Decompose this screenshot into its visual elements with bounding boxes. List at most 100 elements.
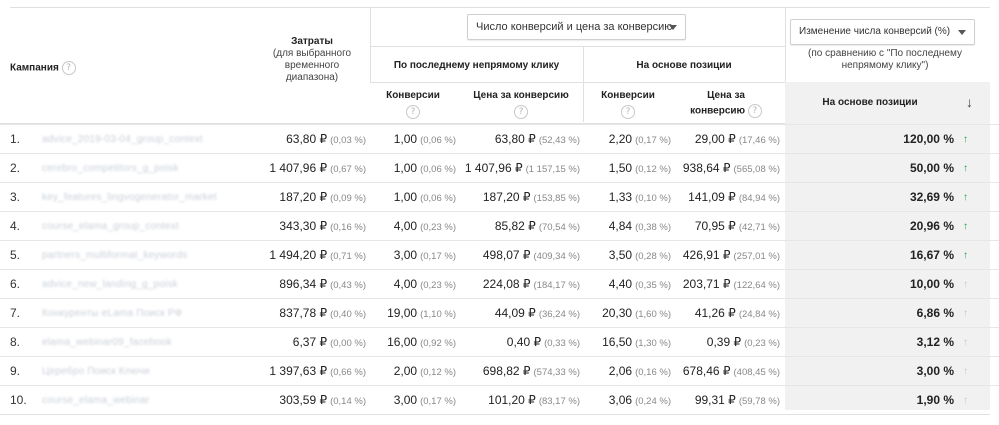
question-circle-icon[interactable]: ? <box>514 105 528 119</box>
campaign-name[interactable]: course_elama_group_context <box>42 221 179 232</box>
row-index: 1. <box>10 132 21 146</box>
cost-cell: 6,37 ₽ (0,00 %) <box>293 328 366 357</box>
row-index: 6. <box>10 277 21 291</box>
conversion-change-cell: 1,90 % <box>916 393 954 407</box>
cell-percent: (83,17 %) <box>538 396 580 407</box>
cell-percent: (0,12 %) <box>420 367 456 378</box>
campaign-name[interactable]: course_elama_webinar <box>42 395 150 406</box>
campaign-name[interactable]: advice_2019-03-04_group_context <box>42 134 203 145</box>
cell-percent: (1,10 %) <box>420 309 456 320</box>
cell-percent: (0,40 %) <box>330 309 366 320</box>
cell-percent: (0,03 %) <box>330 135 366 146</box>
cell-percent: (36,24 %) <box>538 309 580 320</box>
change-metric-dropdown[interactable]: Изменение числа конверсий (%) <box>790 19 975 45</box>
table-row[interactable]: 5. partners_multiformat_keywords 1 494,20 … <box>0 240 999 269</box>
table-row[interactable]: 1. advice_2019-03-04_group_context 63,80 ₽… <box>0 124 999 153</box>
table-row[interactable]: 2. cerebro_competitors_g_poisk 1 407,96 ₽ (… <box>0 153 999 182</box>
position-cpa-cell: 426,91 ₽ (257,01 %) <box>683 241 780 270</box>
campaign-name[interactable]: partners_multiformat_keywords <box>42 250 188 261</box>
last-click-group-header: По последнему непрямому клику <box>393 60 560 71</box>
position-cpa-label-line-2: конверсию ? <box>672 104 780 118</box>
change-position-based-header[interactable]: На основе позиции <box>822 97 918 108</box>
cell-percent: (52,43 %) <box>538 135 580 146</box>
position-conversions-cell: 3,50 (0,28 %) <box>609 241 671 270</box>
cost-column-header[interactable]: Затраты (для выбранного временного диапа… <box>258 36 366 84</box>
cell-percent: (0,00 %) <box>330 338 366 349</box>
cell-percent: (0,23 %) <box>744 338 780 349</box>
cell-percent: (0,33 %) <box>544 338 580 349</box>
row-index: 2. <box>10 161 21 175</box>
cell-value: 187,20 ₽ <box>482 190 531 204</box>
position-conversions-cell: 2,06 (0,16 %) <box>609 357 671 386</box>
row-index: 4. <box>10 219 21 233</box>
last-click-cpa-cell: 101,20 ₽ (83,17 %) <box>488 386 580 415</box>
cell-value: 698,82 ₽ <box>482 364 531 378</box>
cell-percent: (59,78 %) <box>738 396 780 407</box>
table-row[interactable]: 3. key_features_lingvogenerator_market 187… <box>0 182 999 211</box>
position-conversions-cell: 4,40 (0,35 %) <box>609 270 671 299</box>
campaign-name[interactable]: cerebro_competitors_g_poisk <box>42 163 179 174</box>
position-cpa-cell: 99,31 ₽ (59,78 %) <box>695 386 780 415</box>
campaign-name[interactable]: key_features_lingvogenerator_market <box>42 192 217 203</box>
table-row[interactable]: 4. course_elama_group_context 343,30 ₽ (0,1… <box>0 211 999 240</box>
cell-percent: (0,92 %) <box>420 338 456 349</box>
cell-percent: (0,12 %) <box>635 164 671 175</box>
cell-percent: (42,71 %) <box>738 222 780 233</box>
cell-value: 1,33 <box>608 190 633 204</box>
divider <box>785 7 786 82</box>
last-click-cpa-header[interactable]: Цена за конверсию ? <box>462 90 580 119</box>
last-click-conversions-cell: 1,00 (0,06 %) <box>394 183 456 212</box>
arrow-down-icon[interactable]: ↓ <box>966 94 973 110</box>
cell-value: 6,37 ₽ <box>292 335 328 349</box>
divider <box>0 414 990 415</box>
table-row[interactable]: 10. course_elama_webinar 303,59 ₽ (0,14 %) 3… <box>0 385 999 414</box>
question-circle-icon[interactable]: ? <box>61 61 76 75</box>
table-row[interactable]: 8. elama_webinar09_facebook 6,37 ₽ (0,00 %)… <box>0 327 999 356</box>
question-circle-icon[interactable]: ? <box>406 105 420 119</box>
last-click-cpa-cell: 698,82 ₽ (574,33 %) <box>483 357 580 386</box>
metric-dropdown[interactable]: Число конверсий и цена за конверсию <box>467 14 686 40</box>
cell-percent: (0,17 %) <box>420 396 456 407</box>
campaign-column-header[interactable]: Кампания ? <box>10 61 110 75</box>
campaign-name[interactable]: elama_webinar09_facebook <box>42 337 172 348</box>
cell-percent: (408,45 %) <box>733 367 780 378</box>
cell-value: 41,26 ₽ <box>694 306 736 320</box>
cell-value: 498,07 ₽ <box>482 248 531 262</box>
position-conversions-cell: 4,84 (0,38 %) <box>609 212 671 241</box>
cell-percent: (0,06 %) <box>420 135 456 146</box>
cost-cell: 63,80 ₽ (0,03 %) <box>286 125 366 154</box>
divider <box>370 46 785 47</box>
table-row[interactable]: 9. Церебро Поиск Ключи 1 397,63 ₽ (0,66 %) 2… <box>0 356 999 385</box>
table-row[interactable]: 7. Конкуренты eLama Поиск РФ 837,78 ₽ (0,40… <box>0 298 999 327</box>
cell-value: 85,82 ₽ <box>494 219 536 233</box>
last-click-conversions-header[interactable]: Конверсии ? <box>378 90 448 119</box>
position-cpa-label-text: конверсию <box>690 105 746 117</box>
cell-value: 1 407,96 ₽ <box>464 161 523 175</box>
last-click-conversions-label: Конверсии <box>386 90 440 101</box>
last-click-cpa-cell: 498,07 ₽ (409,34 %) <box>483 241 580 270</box>
position-cpa-label-line-1: Цена за <box>707 90 745 101</box>
chevron-down-icon <box>958 30 966 35</box>
question-circle-icon[interactable]: ? <box>747 104 762 118</box>
cell-percent: (0,10 %) <box>635 193 671 204</box>
question-circle-icon[interactable]: ? <box>621 105 635 119</box>
divider <box>583 46 584 122</box>
arrow-up-icon: ↑ <box>963 337 968 348</box>
position-conversions-header[interactable]: Конверсии ? <box>593 90 663 119</box>
cell-percent: (17,46 %) <box>738 135 780 146</box>
cell-value: 29,00 ₽ <box>694 132 736 146</box>
cell-percent: (24,84 %) <box>738 309 780 320</box>
table-row[interactable]: 6. advice_new_landing_g_poisk 896,34 ₽ (0,4… <box>0 269 999 298</box>
last-click-cpa-label: Цена за конверсию <box>473 90 569 101</box>
cell-value: 426,91 ₽ <box>682 248 731 262</box>
position-cpa-header[interactable]: Цена за конверсию ? <box>672 90 780 118</box>
position-conversions-label: Конверсии <box>601 90 655 101</box>
cell-value: 44,09 ₽ <box>494 306 536 320</box>
campaign-name[interactable]: Конкуренты eLama Поиск РФ <box>42 308 183 319</box>
cell-percent: (0,14 %) <box>330 396 366 407</box>
campaign-name[interactable]: Церебро Поиск Ключи <box>42 366 150 377</box>
cell-value: 99,31 ₽ <box>694 393 736 407</box>
campaign-name[interactable]: advice_new_landing_g_poisk <box>42 279 178 290</box>
cell-percent: (0,28 %) <box>635 251 671 262</box>
cost-cell: 303,59 ₽ (0,14 %) <box>279 386 366 415</box>
